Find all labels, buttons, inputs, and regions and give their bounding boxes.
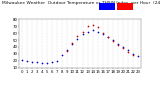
Point xyxy=(46,62,48,64)
Point xyxy=(112,39,114,41)
Point xyxy=(26,60,28,62)
Text: Milwaukee Weather  Outdoor Temperature vs THSW Index  per Hour  (24 Hours): Milwaukee Weather Outdoor Temperature vs… xyxy=(2,1,160,5)
Point xyxy=(91,30,94,31)
Point xyxy=(91,24,94,25)
Point xyxy=(122,48,124,49)
Point xyxy=(117,43,119,44)
Point xyxy=(127,50,129,51)
Point xyxy=(66,50,69,52)
Point xyxy=(86,31,89,32)
Point xyxy=(66,49,69,50)
Point xyxy=(112,41,114,42)
Point xyxy=(96,31,99,32)
Point xyxy=(107,37,109,38)
Point xyxy=(41,62,43,64)
Point xyxy=(76,38,79,39)
Point xyxy=(96,27,99,28)
Point xyxy=(107,37,109,38)
Point xyxy=(127,51,129,53)
Point xyxy=(102,32,104,34)
Point xyxy=(71,44,74,45)
Point xyxy=(132,53,134,55)
Point xyxy=(81,31,84,32)
Point xyxy=(76,35,79,37)
Point xyxy=(132,54,134,55)
Point xyxy=(20,59,23,60)
Point xyxy=(81,34,84,35)
Point xyxy=(86,25,89,27)
Point xyxy=(56,60,59,62)
Point xyxy=(102,34,104,35)
Point xyxy=(36,62,38,63)
Point xyxy=(31,61,33,62)
Point xyxy=(117,44,119,46)
Point xyxy=(122,46,124,48)
Point xyxy=(51,62,53,63)
Point xyxy=(137,55,140,57)
Point xyxy=(61,55,64,56)
Point xyxy=(71,42,74,44)
